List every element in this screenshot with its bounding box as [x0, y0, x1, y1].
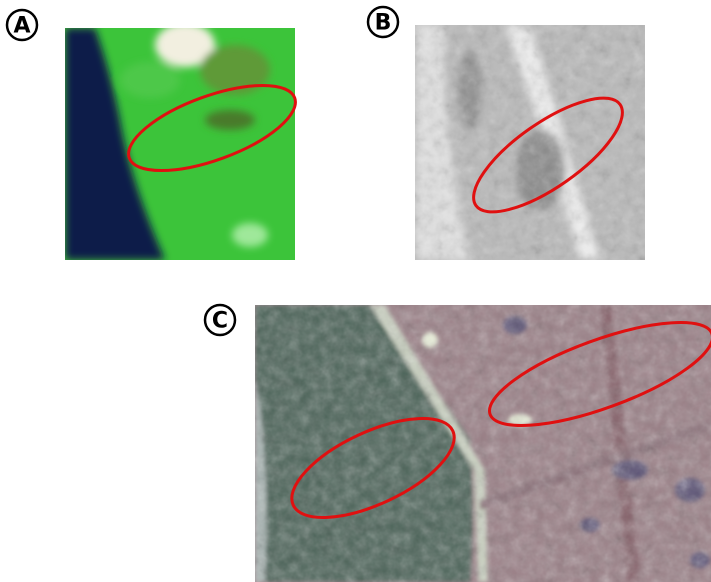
figure: A B C [0, 0, 711, 582]
panel-label: B [375, 11, 392, 36]
page: Imagery panels {"panels": [{"label": "A"… [0, 0, 711, 582]
panel-label: C [212, 309, 228, 334]
panel-label: A [13, 14, 30, 39]
panel-c-image [255, 305, 711, 582]
body: A B C (() => { const data = JSON.parse(d… [0, 0, 711, 582]
panel-b-image [415, 25, 645, 260]
